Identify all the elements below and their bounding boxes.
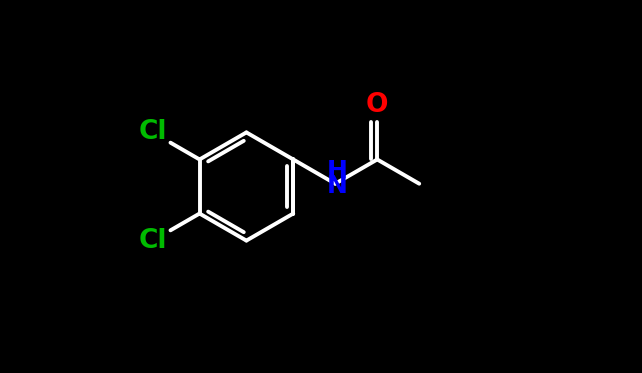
Text: H: H bbox=[327, 159, 347, 183]
Text: N: N bbox=[327, 173, 347, 198]
Text: O: O bbox=[366, 93, 388, 118]
Text: Cl: Cl bbox=[139, 228, 167, 254]
Text: Cl: Cl bbox=[139, 119, 167, 145]
